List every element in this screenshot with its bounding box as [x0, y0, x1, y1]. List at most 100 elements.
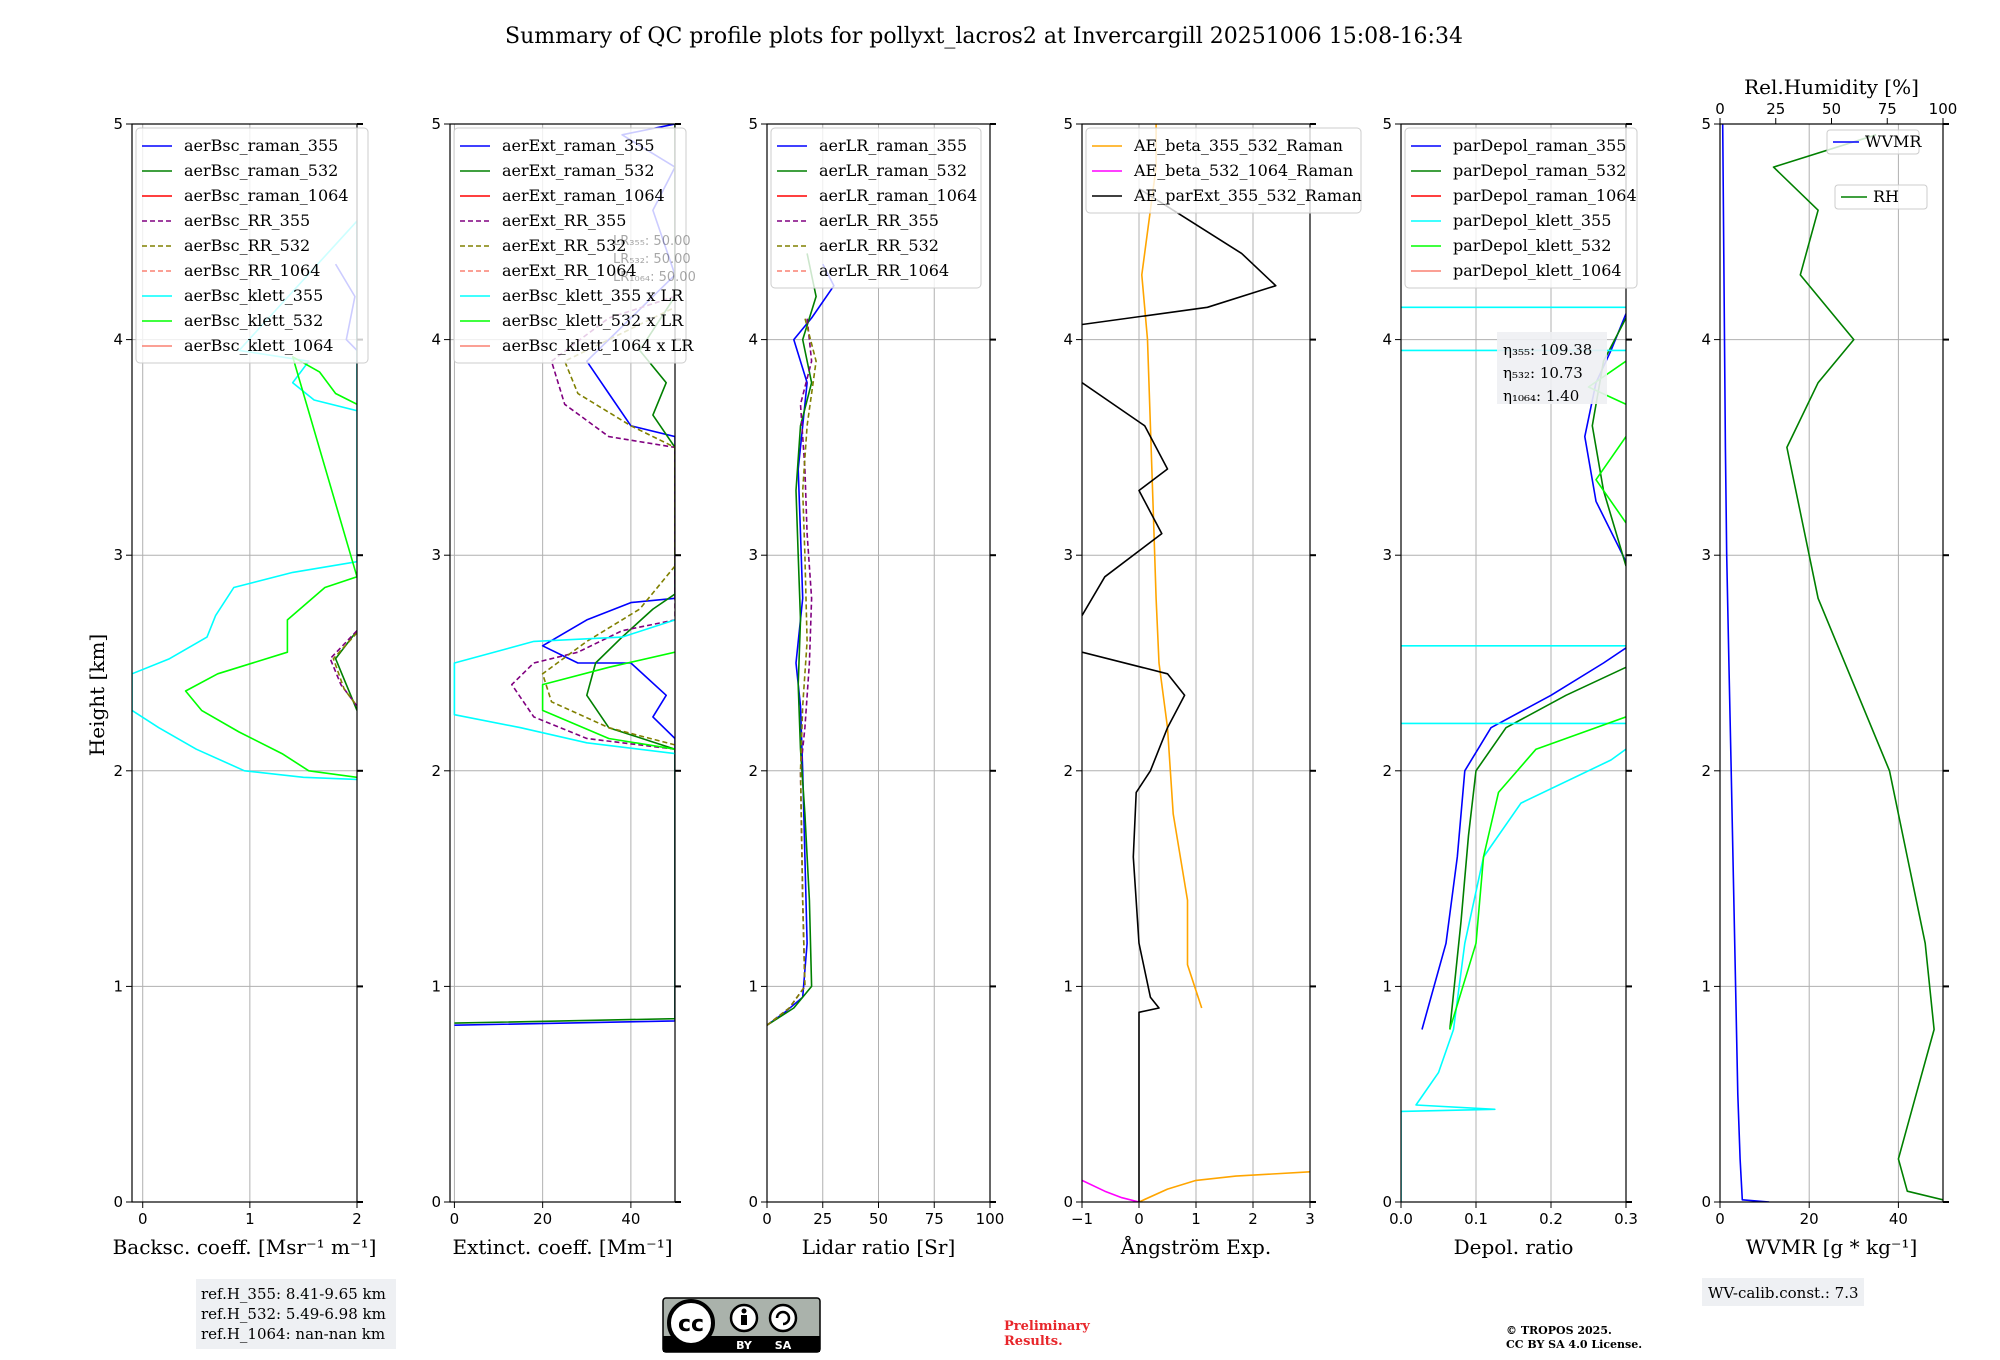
series-aerext-rr-355	[511, 295, 675, 750]
legend-box	[1085, 127, 1362, 214]
y-tick-label: 3	[1382, 546, 1392, 564]
x-tick-label: 75	[925, 1210, 944, 1228]
y-tick-label: 5	[1701, 115, 1711, 133]
y-tick-label: 5	[1382, 115, 1392, 133]
series-ae-beta-355-532-raman	[1138, 124, 1310, 1202]
legend-box	[770, 127, 982, 289]
x-axis-label: Ångström Exp.	[1120, 1234, 1271, 1259]
legend-label-aerext-rr-532: aerExt_RR_532	[502, 236, 626, 255]
legend-label: WVMR	[1865, 132, 1922, 151]
series-group	[1721, 124, 1943, 1202]
y-tick-label: 3	[1063, 546, 1073, 564]
panel-backscatter: 0 1 2 0 1 2 3 4 5 Backsc. coeff. [Msr⁻¹ m⁻¹] aerBs…	[113, 115, 377, 1259]
eta-box: η₃₅₅: 109.38 η₅₃₂: 10.73 η₁₀₆₄: 1.40	[1497, 332, 1607, 405]
legend-label-aerext-raman-532: aerExt_raman_532	[502, 161, 655, 180]
legend-box	[1834, 184, 1928, 210]
y-tick-label: 1	[1063, 977, 1073, 995]
series-aerlr-rr-532	[767, 317, 817, 1026]
x-tick-label: 0	[762, 1210, 772, 1228]
series-aerbsc-klett-355-x-lr	[453, 619, 675, 755]
x-tick-label: 0	[1134, 1210, 1144, 1228]
by-label: BY	[736, 1339, 753, 1352]
panel-depolarization: 0.0 0.1 0.2 0.3 0 1 2 3 4 5 Depol. ratio parDepol_r…	[1382, 115, 1637, 1259]
y-tick-label: 4	[748, 331, 758, 349]
y-tick-label: 4	[1701, 331, 1711, 349]
series-aerbsc-klett-532	[184, 356, 357, 779]
y-tick-label: 4	[113, 331, 123, 349]
series-aerext-rr-532	[541, 306, 675, 746]
legend-label-pardepol-raman-355: parDepol_raman_355	[1453, 136, 1626, 155]
y-tick-label: 0	[1382, 1193, 1392, 1211]
series-wvmr	[1721, 124, 1770, 1202]
cc-logo-icon	[667, 1299, 715, 1347]
series-pardepol-raman-532	[1449, 317, 1626, 1030]
x-tick-label: 0.0	[1389, 1210, 1413, 1228]
eta-value: η₃₅₅: 109.38	[1503, 341, 1592, 359]
top-x-tick-label: 25	[1766, 100, 1785, 118]
x-tick-label: 0	[138, 1210, 148, 1228]
y-tick-label: 2	[748, 762, 758, 780]
eta-box-bg	[1497, 332, 1607, 404]
x-tick-label: 2	[352, 1210, 362, 1228]
legend-label-pardepol-raman-532: parDepol_raman_532	[1453, 161, 1626, 180]
legend-label-aerext-rr-355: aerExt_RR_355	[502, 211, 626, 230]
y-tick-label: 4	[1063, 331, 1073, 349]
wv-calibration-box: WV-calib.const.: 7.3	[1702, 1278, 1864, 1306]
sa-share-icon	[768, 1303, 798, 1333]
series-pardepol-raman-355	[1421, 313, 1626, 1030]
copyright-line-2: CC BY SA 4.0 License.	[1506, 1338, 1642, 1351]
wv-calibration-constant: WV-calib.const.: 7.3	[1708, 1284, 1859, 1302]
series-aerlr-raman-355	[767, 263, 835, 1026]
legend-label-aerbsc-klett-1064: aerBsc_klett_1064	[184, 336, 333, 355]
y-tick-label: 0	[113, 1193, 123, 1211]
x-axis-label: Extinct. coeff. [Mm⁻¹]	[452, 1235, 672, 1259]
y-tick-label: 1	[113, 977, 123, 995]
top-x-tick-label: 50	[1822, 100, 1841, 118]
legend: parDepol_raman_355 parDepol_raman_532 parD…	[1404, 127, 1638, 289]
x-tick-label: 3	[1305, 1210, 1315, 1228]
by-person-head	[741, 1308, 747, 1314]
cc-logo-text: cc	[678, 1312, 704, 1337]
legend-label-aerbsc-klett-532-x-lr: aerBsc_klett_532 x LR	[502, 311, 684, 330]
y-tick-label: 1	[1701, 977, 1711, 995]
y-tick-label: 2	[1701, 762, 1711, 780]
legend-label-aerext-raman-355: aerExt_raman_355	[502, 136, 655, 155]
y-tick-label: 2	[431, 762, 441, 780]
legend-label-aerbsc-klett-355: aerBsc_klett_355	[184, 286, 323, 305]
axes-frame	[1400, 123, 1627, 1203]
legend-label-aerlr-raman-355: aerLR_raman_355	[819, 136, 967, 155]
eta-value: η₅₃₂: 10.73	[1503, 364, 1583, 382]
axes-frame	[449, 123, 676, 1203]
series-aerlr-raman-532	[767, 253, 817, 1026]
legend: AE_beta_355_532_Raman AE_beta_532_1064_Ra…	[1085, 127, 1362, 214]
y-tick-label: 3	[113, 546, 123, 564]
y-tick-label: 1	[748, 977, 758, 995]
ref-h-532: ref.H_532: 5.49-6.98 km	[201, 1305, 386, 1323]
preliminary-line-1: Preliminary	[1004, 1319, 1090, 1334]
legend-rh: RH	[1834, 184, 1928, 210]
reference-height-box-bg	[196, 1279, 396, 1349]
x-tick-label: 25	[813, 1210, 832, 1228]
y-tick-label: 5	[431, 115, 441, 133]
series-group	[1401, 306, 1626, 1202]
legend-label-aerbsc-rr-355: aerBsc_RR_355	[184, 211, 310, 230]
legend-label-pardepol-klett-355: parDepol_klett_355	[1453, 211, 1611, 230]
eta-value: η₁₀₆₄: 1.40	[1503, 387, 1579, 405]
top-x-tick-label: 100	[1929, 100, 1958, 118]
legend-box	[453, 127, 687, 364]
y-tick-label: 2	[1063, 762, 1073, 780]
legend-label-aerlr-raman-532: aerLR_raman_532	[819, 161, 967, 180]
x-axis-label: Lidar ratio [Sr]	[802, 1235, 956, 1259]
axes-frame	[1719, 123, 1944, 1203]
legend-label-ae-beta-355-532-raman: AE_beta_355_532_Raman	[1133, 136, 1343, 155]
legend: aerBsc_raman_355 aerBsc_raman_532 aerBsc_r…	[135, 127, 369, 364]
y-tick-label: 4	[1382, 331, 1392, 349]
legend-label-aerbsc-rr-532: aerBsc_RR_532	[184, 236, 310, 255]
series-aerlr-rr-355	[767, 317, 813, 1026]
panel-lidar_ratio: 0 25 50 75 100 0 1 2 3 4 5 Lidar ratio [Sr] aerLR_ra…	[748, 115, 1004, 1259]
legend-box	[1404, 127, 1638, 289]
x-tick-label: 0	[1715, 1210, 1725, 1228]
legend-label-aerlr-rr-1064: aerLR_RR_1064	[819, 261, 949, 280]
by-person-body	[741, 1315, 747, 1325]
y-tick-label: 0	[748, 1193, 758, 1211]
